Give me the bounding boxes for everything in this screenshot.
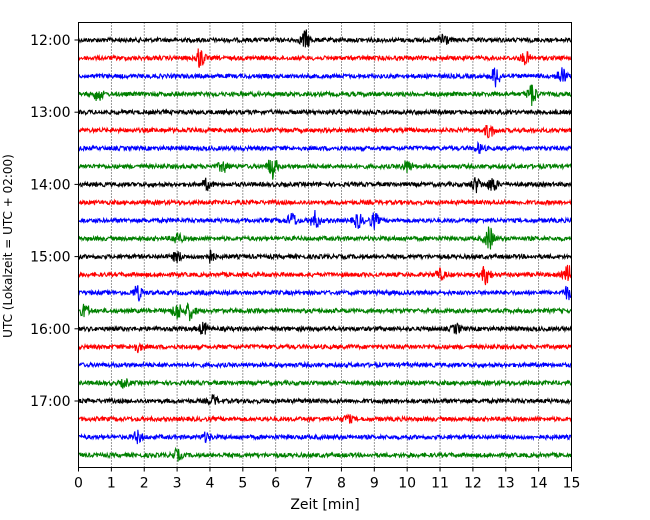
y-tick-label: 16:00 bbox=[30, 322, 70, 338]
trace-row bbox=[78, 48, 572, 68]
x-tick-label: 10 bbox=[398, 476, 416, 492]
x-tick-label: 4 bbox=[206, 476, 215, 492]
x-tick-label: 14 bbox=[530, 476, 548, 492]
x-tick-label: 2 bbox=[140, 476, 149, 492]
y-tick-label: 14:00 bbox=[30, 177, 70, 193]
trace-row bbox=[78, 285, 573, 302]
x-tick-label: 3 bbox=[173, 476, 182, 492]
trace-row bbox=[77, 301, 572, 322]
x-tick-label: 6 bbox=[271, 476, 280, 492]
trace-row bbox=[77, 413, 573, 424]
x-tick-label: 5 bbox=[238, 476, 247, 492]
y-tick-label: 12:00 bbox=[30, 33, 70, 49]
y-tick-label: 15:00 bbox=[30, 250, 70, 266]
x-tick-label: 15 bbox=[563, 476, 581, 492]
x-tick-label: 1 bbox=[107, 476, 116, 492]
trace-row bbox=[77, 29, 573, 48]
x-tick-label: 9 bbox=[370, 476, 379, 492]
trace-row bbox=[78, 249, 572, 264]
x-tick-label: 7 bbox=[304, 476, 313, 492]
trace-row bbox=[77, 360, 572, 370]
y-tick-label: 13:00 bbox=[30, 105, 70, 121]
trace-row bbox=[77, 429, 572, 445]
trace-row bbox=[77, 108, 572, 117]
trace-row bbox=[77, 198, 573, 207]
x-tick-label: 0 bbox=[74, 476, 83, 492]
x-axis-ticks: 0 1 2 3 4 5 6 7 8 9 10 11 12 13 14 15 bbox=[74, 467, 581, 492]
trace-row bbox=[78, 342, 572, 354]
trace-row bbox=[77, 226, 573, 250]
vertical-gridlines bbox=[110, 22, 540, 468]
x-tick-label: 13 bbox=[497, 476, 515, 492]
trace-row bbox=[77, 393, 573, 407]
seismogram-traces bbox=[77, 29, 573, 462]
trace-row bbox=[78, 209, 573, 230]
y-axis-ticks: 12:00 13:00 14:00 15:00 16:00 17:00 bbox=[30, 33, 79, 410]
trace-row bbox=[78, 446, 573, 462]
trace-row bbox=[77, 159, 573, 180]
trace-row bbox=[78, 378, 572, 390]
trace-row bbox=[78, 84, 572, 107]
trace-row bbox=[78, 321, 573, 335]
y-tick-label: 17:00 bbox=[30, 394, 70, 410]
x-axis-label: Zeit [min] bbox=[290, 497, 359, 513]
x-tick-label: 8 bbox=[337, 476, 346, 492]
plot-frame bbox=[78, 22, 572, 468]
x-tick-label: 12 bbox=[464, 476, 482, 492]
trace-row bbox=[78, 124, 573, 139]
x-tick-label: 11 bbox=[431, 476, 449, 492]
trace-row bbox=[77, 264, 573, 286]
y-axis-label: UTC (Lokalzeit = UTC + 02:00) bbox=[1, 154, 15, 338]
trace-row bbox=[78, 67, 573, 88]
trace-row bbox=[77, 140, 573, 154]
trace-row bbox=[77, 177, 573, 194]
